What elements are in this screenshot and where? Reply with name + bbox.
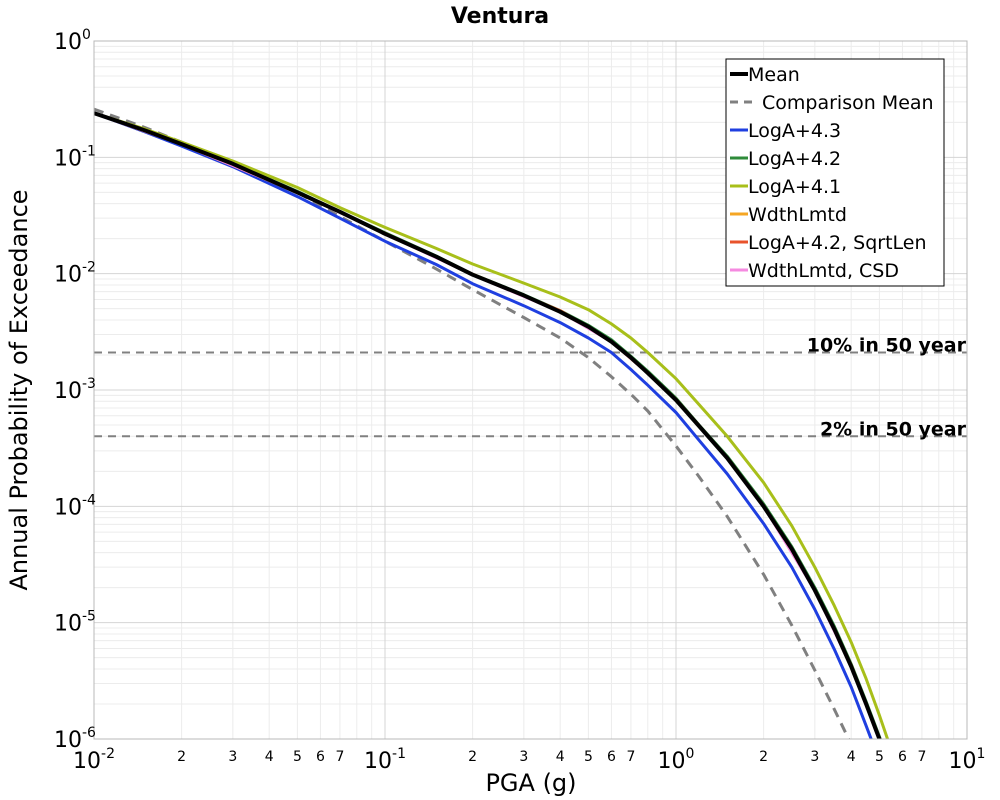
legend-label-mean: Mean [748,64,800,86]
x-minor-tick-label: 3 [519,749,528,765]
y-tick-label: 10-2 [54,260,96,288]
x-minor-tick-label: 2 [759,749,768,765]
x-minor-tick-label: 3 [228,749,237,765]
x-tick-label: 101 [949,746,986,774]
plot-frame [93,40,968,740]
y-tick-label: 10-3 [54,376,96,404]
y-tick-label: 100 [54,27,91,55]
legend: Mean Comparison Mean LogA+4.3 LogA+4.2 LogA+… [725,58,945,287]
reference-line-label: 10% in 50 year [807,335,967,357]
legend-label-wdthlmtd: WdthLmtd [748,204,847,226]
legend-label-wdthlmtd-csd: WdthLmtd, CSD [748,260,899,282]
y-tick-label: 10-4 [54,492,96,520]
legend-label-comparison-mean: Comparison Mean [762,92,934,114]
x-minor-tick-label: 5 [293,749,302,765]
y-tick-label: 10-1 [54,143,96,171]
series-line-loga-4-3 [94,111,873,739]
series-line-loga-4-1 [94,111,890,739]
x-minor-tick-label: 6 [607,749,616,765]
y-tick-label: 10-5 [54,609,96,637]
series-layer [94,107,890,739]
x-minor-tick-label: 7 [917,749,926,765]
legend-label-loga-4-3: LogA+4.3 [748,120,841,142]
x-tick-label: 10-1 [364,746,406,774]
x-minor-tick-label: 5 [875,749,884,765]
legend-label-loga-4-2: LogA+4.2 [748,148,841,170]
x-tick-label: 10-2 [73,746,115,774]
x-minor-tick-label: 7 [335,749,344,765]
x-minor-tick-label: 4 [556,749,565,765]
x-minor-tick-label: 4 [847,749,856,765]
reference-lines: 10% in 50 year 2% in 50 year [94,335,967,440]
x-minor-tick-label: 4 [265,749,274,765]
x-minor-tick-label: 2 [177,749,186,765]
x-minor-tick-label: 2 [468,749,477,765]
chart-title: Ventura [451,4,549,29]
y-axis-label: Annual Probability of Exceedance [5,189,33,590]
x-minor-tick-label: 5 [584,749,593,765]
series-line-mean [94,111,882,739]
x-minor-tick-label: 3 [810,749,819,765]
x-minor-tick-label: 6 [898,749,907,765]
legend-label-loga-4-1: LogA+4.1 [748,176,841,198]
y-axis-ticks: 100 10-1 10-2 10-3 10-4 10-5 10-6 [54,27,96,753]
y-tick-label: 10-6 [54,725,96,753]
x-minor-tick-label: 7 [626,749,635,765]
legend-box [725,58,945,287]
x-axis-label: PGA (g) [485,769,576,797]
reference-line-label: 2% in 50 year [820,418,967,440]
legend-label-loga-4-2-sqrtlen: LogA+4.2, SqrtLen [748,232,927,254]
x-minor-tick-label: 6 [316,749,325,765]
x-tick-label: 100 [658,746,695,774]
